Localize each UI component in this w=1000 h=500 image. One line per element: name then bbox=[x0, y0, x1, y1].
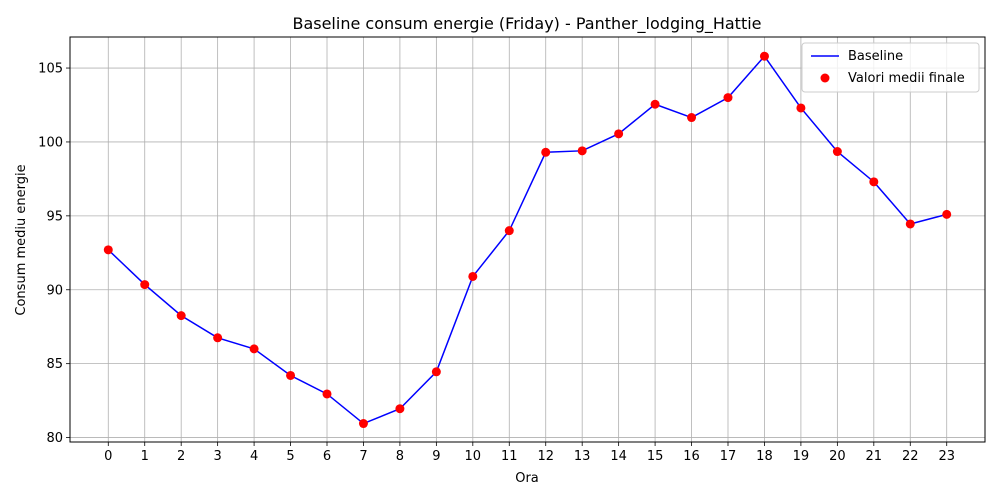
y-tick-label: 90 bbox=[46, 283, 63, 298]
data-point bbox=[905, 219, 915, 229]
x-tick-label: 0 bbox=[104, 449, 112, 464]
x-tick-label: 1 bbox=[141, 449, 149, 464]
data-point bbox=[140, 280, 150, 290]
x-tick-label: 11 bbox=[501, 449, 518, 464]
data-point bbox=[249, 344, 259, 354]
data-point bbox=[358, 419, 368, 429]
x-tick-label: 12 bbox=[537, 449, 554, 464]
data-point bbox=[213, 333, 223, 343]
y-tick-label: 100 bbox=[38, 135, 63, 150]
x-tick-label: 23 bbox=[938, 449, 955, 464]
grid bbox=[70, 37, 985, 442]
y-tick-label: 80 bbox=[46, 431, 63, 446]
x-tick-label: 6 bbox=[323, 449, 331, 464]
x-tick-label: 22 bbox=[902, 449, 919, 464]
x-tick-label: 16 bbox=[683, 449, 700, 464]
x-axis-label: Ora bbox=[515, 471, 539, 486]
y-tick-label: 85 bbox=[46, 357, 63, 372]
data-point bbox=[796, 103, 806, 113]
data-point bbox=[431, 367, 441, 377]
x-tick-label: 7 bbox=[359, 449, 367, 464]
y-axis-label: Consum mediu energie bbox=[14, 164, 29, 315]
x-tick-label: 18 bbox=[756, 449, 773, 464]
data-point bbox=[687, 113, 697, 123]
x-tick-label: 20 bbox=[829, 449, 846, 464]
x-tick-label: 21 bbox=[866, 449, 883, 464]
legend-box bbox=[801, 42, 980, 93]
legend-point-swatch bbox=[820, 73, 830, 83]
x-tick-label: 17 bbox=[720, 449, 737, 464]
data-point bbox=[650, 99, 660, 109]
baseline-series bbox=[107, 55, 947, 425]
x-tick-label: 15 bbox=[647, 449, 664, 464]
data-point bbox=[759, 51, 769, 61]
baseline-line bbox=[107, 55, 947, 425]
data-point bbox=[395, 404, 405, 414]
data-point bbox=[103, 245, 113, 255]
data-point bbox=[504, 226, 514, 236]
data-point bbox=[869, 177, 879, 187]
data-point bbox=[723, 93, 733, 103]
x-tick-label: 4 bbox=[250, 449, 258, 464]
x-tick-label: 19 bbox=[793, 449, 810, 464]
legend: Baseline Valori medii finale bbox=[801, 42, 980, 93]
data-point bbox=[286, 370, 296, 380]
x-tick-label: 5 bbox=[286, 449, 294, 464]
data-point bbox=[832, 147, 842, 157]
legend-label-baseline: Baseline bbox=[848, 49, 903, 64]
data-point bbox=[614, 129, 624, 139]
y-tick-label: 105 bbox=[38, 62, 63, 77]
data-point bbox=[322, 389, 332, 399]
y-axis: 80 85 90 95 100 105 bbox=[38, 62, 70, 446]
x-tick-label: 8 bbox=[396, 449, 404, 464]
x-axis: 0 1 2 3 4 5 6 7 8 9 10 11 12 13 14 15 16 17 18 19 20 21 22 23 bbox=[104, 442, 955, 464]
data-point bbox=[176, 311, 186, 321]
x-tick-label: 9 bbox=[432, 449, 440, 464]
chart-title: Baseline consum energie (Friday) - Panth… bbox=[292, 14, 761, 34]
y-tick-label: 95 bbox=[46, 209, 63, 224]
x-tick-label: 2 bbox=[177, 449, 185, 464]
plot-frame bbox=[69, 36, 986, 443]
x-tick-label: 14 bbox=[610, 449, 627, 464]
data-point bbox=[541, 147, 551, 157]
data-point bbox=[468, 271, 478, 281]
x-tick-label: 13 bbox=[574, 449, 591, 464]
x-tick-label: 10 bbox=[465, 449, 482, 464]
x-tick-label: 3 bbox=[213, 449, 221, 464]
legend-label-valori: Valori medii finale bbox=[848, 71, 965, 86]
data-point bbox=[577, 146, 587, 156]
data-point bbox=[942, 209, 952, 219]
valori-medii-finale-series bbox=[103, 51, 952, 429]
